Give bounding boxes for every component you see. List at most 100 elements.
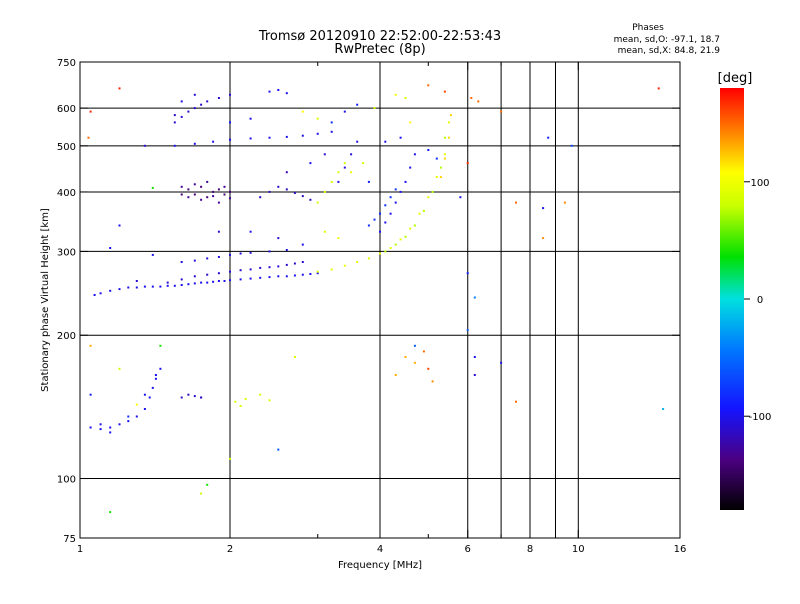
echo-point bbox=[135, 403, 138, 406]
echo-point bbox=[193, 107, 196, 110]
echo-point bbox=[439, 166, 442, 169]
echo-point bbox=[404, 180, 407, 183]
echo-point bbox=[367, 224, 370, 227]
echo-point bbox=[206, 257, 209, 260]
echo-point bbox=[309, 198, 312, 201]
echo-point bbox=[394, 243, 397, 246]
echo-point bbox=[337, 171, 340, 174]
echo-point bbox=[394, 201, 397, 204]
echo-point bbox=[399, 190, 402, 193]
stats-heading: Phases bbox=[632, 23, 664, 33]
echo-point bbox=[394, 93, 397, 96]
echo-point bbox=[217, 230, 220, 233]
echo-point bbox=[409, 121, 412, 124]
echo-point bbox=[193, 93, 196, 96]
echo-point bbox=[343, 162, 346, 165]
echo-point bbox=[449, 114, 452, 117]
echo-point bbox=[173, 284, 176, 287]
colorbar bbox=[720, 88, 744, 510]
echo-point bbox=[389, 247, 392, 249]
echo-point bbox=[542, 237, 545, 240]
echo-point bbox=[301, 110, 304, 113]
echo-point bbox=[180, 115, 183, 118]
echo-point bbox=[127, 420, 130, 423]
echo-point bbox=[206, 483, 209, 486]
chart-title: Tromsø 20120910 22:52:00-22:53:43 bbox=[258, 29, 501, 44]
echo-point bbox=[356, 140, 359, 143]
echo-point bbox=[239, 269, 242, 272]
echo-point bbox=[187, 283, 190, 286]
echo-point bbox=[200, 281, 203, 284]
colorbar-tick-label: 0 bbox=[757, 295, 763, 306]
echo-point bbox=[309, 273, 312, 275]
echo-point bbox=[249, 230, 252, 233]
echo-point bbox=[466, 162, 469, 165]
echo-point bbox=[427, 367, 430, 370]
echo-point bbox=[193, 142, 196, 145]
echo-point bbox=[330, 268, 333, 271]
echo-point bbox=[337, 180, 340, 183]
echo-point bbox=[439, 176, 442, 178]
echo-point bbox=[473, 296, 476, 299]
echo-point bbox=[173, 114, 176, 117]
echo-point bbox=[285, 249, 288, 251]
echo-point bbox=[384, 140, 387, 143]
echo-point bbox=[330, 180, 333, 183]
echo-point bbox=[285, 135, 288, 138]
echo-point bbox=[200, 185, 203, 188]
echo-point bbox=[259, 196, 262, 199]
echo-point bbox=[367, 180, 370, 183]
echo-point bbox=[394, 188, 397, 191]
echo-point bbox=[180, 185, 183, 188]
echo-point bbox=[384, 204, 387, 207]
echo-point bbox=[180, 100, 183, 103]
echo-point bbox=[399, 136, 402, 139]
echo-point bbox=[443, 90, 446, 93]
echo-point bbox=[118, 87, 121, 90]
echo-point bbox=[418, 212, 421, 215]
echo-point bbox=[404, 235, 407, 238]
echo-point bbox=[200, 492, 203, 495]
echo-point bbox=[570, 144, 573, 147]
echo-point bbox=[127, 415, 130, 418]
echo-point bbox=[323, 230, 326, 233]
x-tick-label: 4 bbox=[377, 544, 383, 555]
echo-point bbox=[277, 448, 280, 451]
echo-point bbox=[285, 171, 288, 174]
echo-point bbox=[109, 511, 112, 514]
echo-point bbox=[223, 185, 226, 188]
echo-point bbox=[309, 162, 312, 165]
y-tick-label: 500 bbox=[57, 142, 76, 153]
echo-point bbox=[343, 166, 346, 169]
echo-point bbox=[316, 132, 319, 135]
echo-point bbox=[193, 395, 196, 398]
data-layer bbox=[87, 84, 665, 514]
echo-point bbox=[500, 361, 503, 364]
echo-point bbox=[206, 281, 209, 284]
echo-point bbox=[443, 136, 446, 139]
echo-point bbox=[109, 431, 112, 434]
echo-point bbox=[373, 107, 376, 110]
echo-point bbox=[447, 121, 450, 124]
echo-point bbox=[187, 393, 190, 396]
echo-point bbox=[187, 110, 190, 113]
echo-point bbox=[466, 329, 469, 332]
echo-point bbox=[337, 237, 340, 240]
echo-point bbox=[373, 218, 376, 221]
echo-point bbox=[459, 196, 462, 199]
echo-point bbox=[435, 176, 438, 178]
echo-point bbox=[229, 279, 231, 282]
echo-point bbox=[159, 367, 162, 370]
echo-point bbox=[285, 263, 288, 266]
echo-point bbox=[443, 157, 446, 160]
echo-point bbox=[249, 277, 252, 280]
echo-point bbox=[277, 275, 280, 278]
echo-point bbox=[379, 230, 381, 233]
echo-point bbox=[413, 153, 416, 156]
echo-point bbox=[229, 457, 231, 460]
echo-point bbox=[301, 134, 304, 137]
echo-point bbox=[143, 408, 146, 410]
echo-point bbox=[447, 136, 450, 139]
